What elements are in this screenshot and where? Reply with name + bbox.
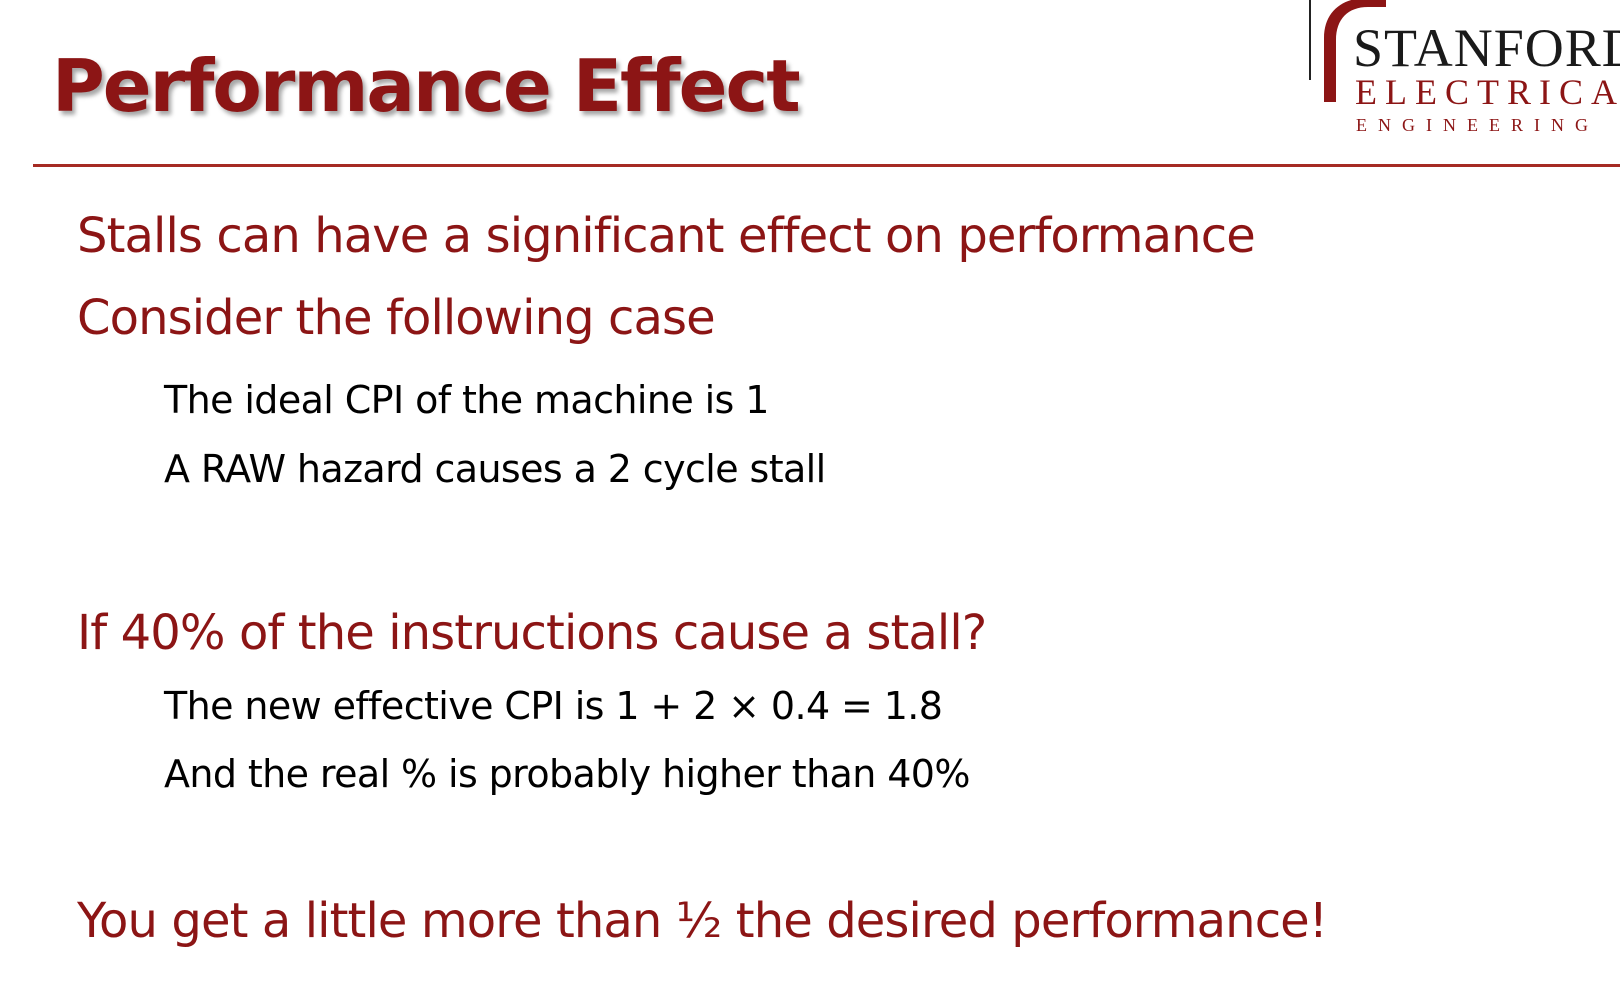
logo-wordmark-stanford: STANFORD: [1353, 18, 1620, 78]
bullet-level2: The ideal CPI of the machine is 1: [164, 378, 769, 422]
title-divider: [33, 164, 1620, 167]
bullet-level2: A RAW hazard causes a 2 cycle stall: [164, 447, 826, 491]
bullet-level1: Consider the following case: [77, 290, 716, 346]
slide-title: Performance Effect: [52, 44, 801, 128]
arch-icon: [1324, 0, 1386, 102]
bullet-level2: The new effective CPI is 1 + 2 × 0.4 = 1…: [164, 684, 943, 728]
bullet-level1: If 40% of the instructions cause a stall…: [77, 605, 987, 661]
logo-wordmark-electrical: ELECTRICAL: [1355, 72, 1620, 112]
bullet-level1: Stalls can have a significant effect on …: [77, 208, 1256, 264]
bullet-level1: You get a little more than ½ the desired…: [77, 893, 1328, 949]
logo-divider: [1309, 0, 1311, 80]
bullet-level2: And the real % is probably higher than 4…: [164, 752, 970, 796]
logo-wordmark-engineering: ENGINEERING: [1356, 115, 1599, 135]
stanford-logo: STANFORD ELECTRICAL ENGINEERING: [1308, 0, 1620, 140]
